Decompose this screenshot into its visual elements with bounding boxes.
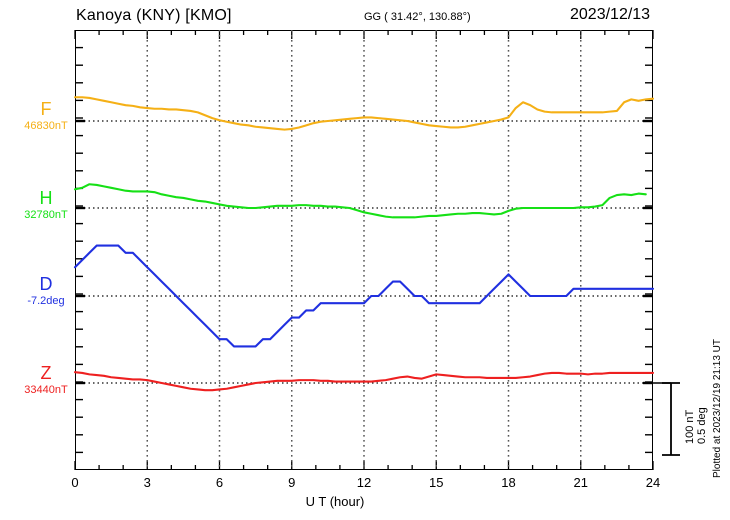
x-tick-label-3: 3 bbox=[143, 475, 151, 490]
x-tick-label-9: 9 bbox=[288, 475, 296, 490]
geographic-coordinates: GG ( 31.42°, 130.88°) bbox=[364, 11, 471, 23]
component-baseline-d: -7.2deg bbox=[27, 295, 65, 307]
scale-bar-deg: 0.5 deg bbox=[696, 407, 708, 444]
x-tick-label-12: 12 bbox=[356, 475, 372, 490]
scale-bar bbox=[653, 382, 680, 456]
component-baseline-h: 32780nT bbox=[24, 209, 68, 221]
scale-bar-caption: 100 nT 0.5 deg bbox=[684, 407, 708, 444]
x-tick-label-21: 21 bbox=[573, 475, 588, 490]
x-tick-label-6: 6 bbox=[215, 475, 224, 490]
x-tick-label-18: 18 bbox=[501, 475, 516, 490]
component-letter-h: H bbox=[39, 188, 53, 208]
observation-date: 2023/12/13 bbox=[570, 6, 651, 23]
component-letter-z: Z bbox=[40, 363, 52, 383]
component-baseline-f: 46830nT bbox=[24, 120, 68, 132]
x-tick-label-0: 0 bbox=[71, 475, 79, 490]
component-label-d: D -7.2deg bbox=[18, 275, 74, 308]
plot-frame bbox=[75, 30, 653, 470]
x-tick-label-24: 24 bbox=[645, 475, 661, 490]
x-tick-label-15: 15 bbox=[429, 475, 444, 490]
x-axis-title-text: U T (hour) bbox=[305, 494, 365, 509]
scale-bar-nT: 100 nT bbox=[684, 409, 696, 444]
plotted-timestamp: Plotted at 2023/12/19 21:13 UT bbox=[712, 339, 723, 478]
x-axis-title: U T (hour) bbox=[0, 494, 730, 509]
component-letter-f: F bbox=[40, 99, 52, 119]
station-title: Kanoya (KNY) [KMO] bbox=[76, 7, 232, 24]
component-label-h: H 32780nT bbox=[18, 189, 74, 222]
component-label-z: Z 33440nT bbox=[18, 364, 74, 397]
component-baseline-z: 33440nT bbox=[24, 384, 68, 396]
component-letter-d: D bbox=[39, 274, 53, 294]
component-label-f: F 46830nT bbox=[18, 100, 74, 133]
